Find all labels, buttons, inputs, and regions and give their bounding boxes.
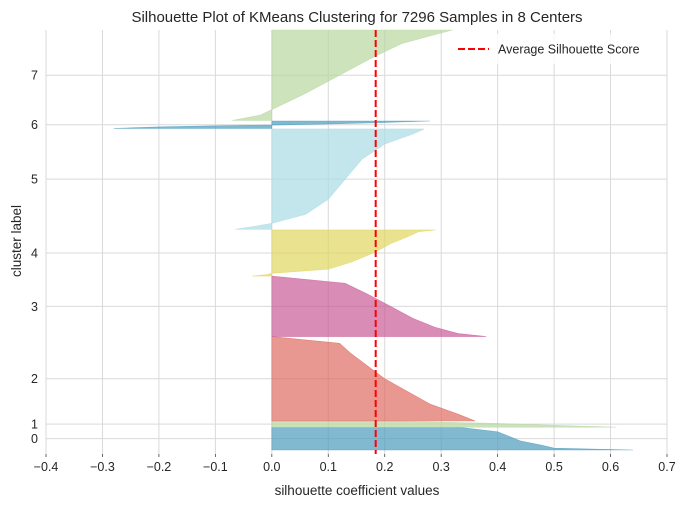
cluster-silhouettes: [113, 29, 634, 451]
y-tick-label: 4: [31, 247, 38, 261]
x-tick-label: −0.4: [34, 460, 59, 474]
silhouette-cluster-4: [252, 229, 436, 277]
y-tick-label: 1: [31, 418, 38, 432]
y-tick-label: 6: [31, 118, 38, 132]
y-axis-label: cluster label: [9, 205, 24, 277]
x-tick-label: 0.0: [263, 460, 280, 474]
x-tick-label: −0.1: [203, 460, 228, 474]
silhouette-cluster-7: [232, 29, 453, 121]
x-axis-label: silhouette coefficient values: [275, 483, 440, 498]
x-tick-label: 0.7: [658, 460, 675, 474]
chart-title: Silhouette Plot of KMeans Clustering for…: [131, 9, 582, 26]
x-tick-label: 0.3: [432, 460, 449, 474]
legend-label-average: Average Silhouette Score: [498, 43, 640, 57]
x-tick-label: 0.1: [320, 460, 337, 474]
silhouette-cluster-2: [271, 336, 476, 422]
x-tick-label: 0.5: [545, 460, 562, 474]
y-tick-label: 3: [31, 300, 38, 314]
axes: −0.4 −0.3 −0.2 −0.1 0.0 0.1 0.2 0.3 0.4 0.5 0.6 0.7…: [31, 69, 676, 474]
y-tick-label: 7: [31, 69, 38, 83]
y-tick-label: 2: [31, 372, 38, 386]
x-tick-label: −0.3: [90, 460, 115, 474]
y-tick-label: 5: [31, 173, 38, 187]
y-tick-label: 0: [31, 432, 38, 446]
legend: Average Silhouette Score: [448, 34, 662, 64]
x-tick-label: −0.2: [147, 460, 172, 474]
legend-box: [448, 34, 662, 64]
x-tick-label: 0.2: [376, 460, 393, 474]
x-tick-label: 0.4: [489, 460, 506, 474]
x-tick-label: 0.6: [602, 460, 619, 474]
silhouette-cluster-3: [271, 275, 487, 337]
silhouette-cluster-6: [113, 120, 430, 129]
silhouette-cluster-5: [235, 128, 425, 230]
